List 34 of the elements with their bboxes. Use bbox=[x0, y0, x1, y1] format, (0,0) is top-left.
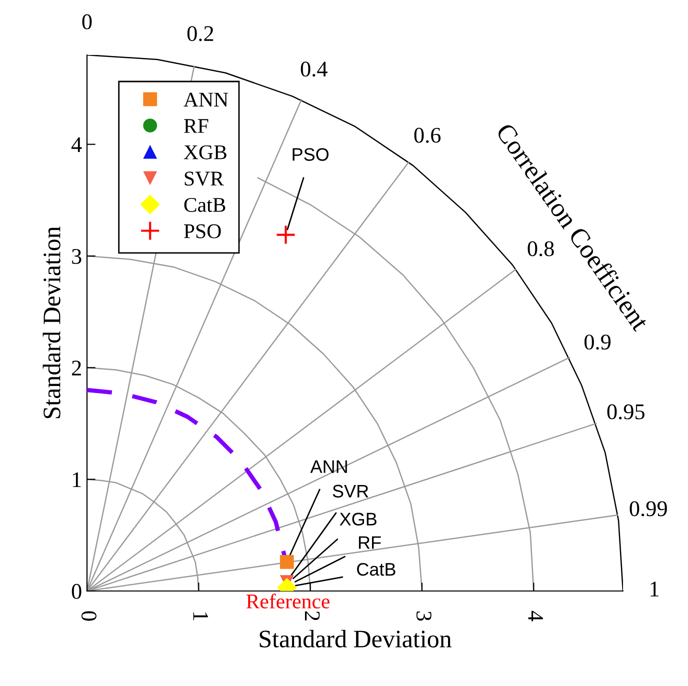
annotation: RF bbox=[358, 536, 381, 549]
x-tick-label: 3 bbox=[416, 612, 432, 621]
y-tick-label: 2 bbox=[72, 360, 81, 376]
x-tick-label: 2 bbox=[304, 611, 320, 620]
annotation: 0.9 bbox=[584, 334, 611, 350]
annotation: Reference bbox=[246, 594, 330, 608]
annotation: 0.4 bbox=[300, 62, 328, 77]
annotation: CatB bbox=[357, 562, 396, 576]
y-tick-label: 3 bbox=[72, 248, 82, 264]
y-tick-label: 1 bbox=[72, 472, 81, 488]
y-tick-label: 4 bbox=[71, 137, 82, 152]
text: 0.99 bbox=[630, 501, 667, 516]
legend-label: PSO bbox=[184, 224, 221, 238]
annotation: 0.95 bbox=[607, 404, 644, 420]
annotation: 0.6 bbox=[414, 128, 441, 143]
annotation: PSO bbox=[292, 148, 329, 161]
annotation: 0.8 bbox=[528, 241, 554, 256]
x-tick-label: 1 bbox=[193, 612, 208, 620]
text: 0 bbox=[82, 14, 92, 30]
legend-label: XGB bbox=[184, 145, 226, 160]
legend-label: CatB bbox=[184, 198, 226, 212]
x-axis-title: Standard Deviation bbox=[260, 630, 452, 648]
annotation: SVR bbox=[332, 484, 368, 498]
legend-label: SVR bbox=[184, 172, 224, 186]
legend-label: ANN bbox=[184, 92, 228, 106]
y-axis-title: Standard Deviation bbox=[42, 226, 60, 418]
text: 0.2 bbox=[187, 26, 214, 42]
x-tick-label: 0 bbox=[81, 611, 96, 621]
legend-label: RF bbox=[184, 119, 208, 133]
annotation: ANN bbox=[310, 460, 347, 473]
text: 1 bbox=[650, 582, 658, 596]
y-tick-label: 0 bbox=[72, 584, 82, 599]
annotation: XGB bbox=[340, 512, 376, 526]
x-tick-label: 4 bbox=[528, 610, 543, 622]
